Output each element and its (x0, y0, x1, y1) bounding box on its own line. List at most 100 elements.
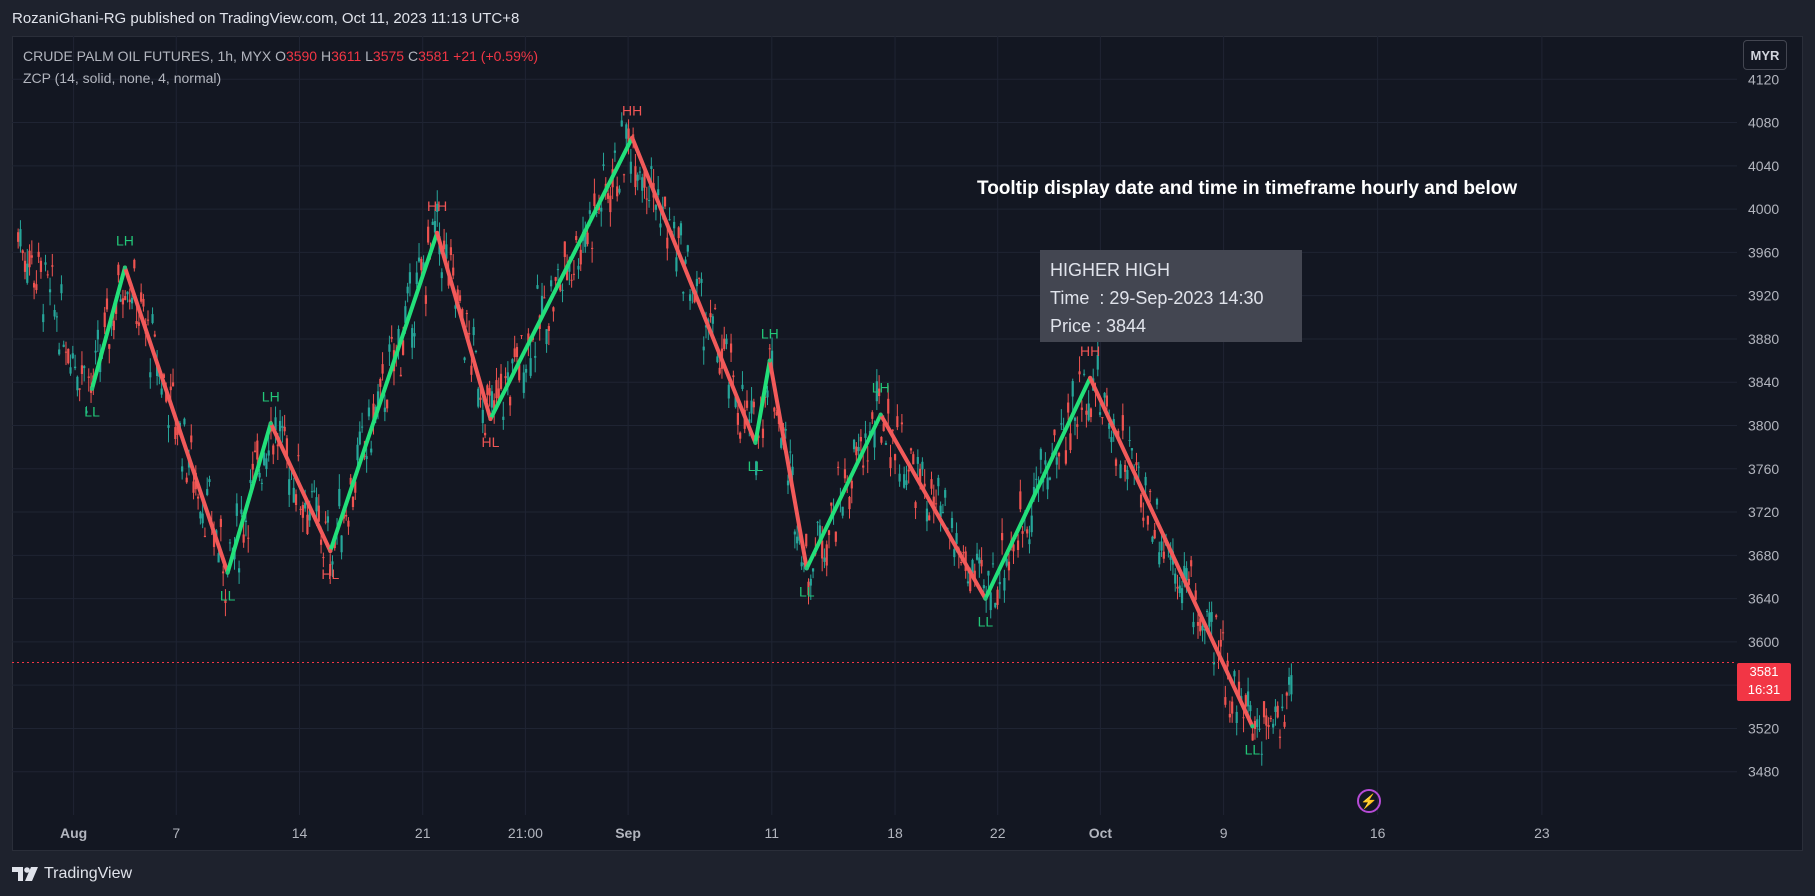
zigzag-segment (488, 135, 635, 422)
legend-indicator[interactable]: ZCP (14, solid, none, 4, normal) (23, 70, 222, 86)
candle-body (1269, 718, 1272, 720)
candle-body (1121, 415, 1124, 431)
price-axis[interactable]: 3480 3520 3600 3640 3680 3720 3760 3800 3840 3880… (1748, 71, 1779, 779)
candle-body (324, 521, 327, 523)
swing-point (804, 566, 809, 571)
candle-body (427, 226, 430, 243)
zigzag-segment (767, 358, 809, 571)
candle-body (1076, 424, 1079, 427)
candle-body (424, 295, 427, 304)
candle-body (1119, 464, 1122, 479)
candle-body (1253, 720, 1257, 730)
candle-body (192, 481, 195, 493)
candle-body (458, 295, 462, 301)
candle-body (1137, 466, 1140, 468)
candle-body (506, 372, 509, 381)
zigzag-segment (225, 421, 273, 575)
candle-body (841, 506, 844, 516)
price-tick-label: 3960 (1748, 244, 1779, 260)
candle-body (745, 400, 749, 408)
candle-body (969, 574, 972, 592)
candle-body (358, 431, 361, 445)
candle-body (1283, 721, 1286, 727)
currency-button[interactable]: MYR (1743, 40, 1787, 70)
candle-body (1083, 373, 1086, 375)
candle-body (887, 398, 890, 414)
candle-body (905, 480, 908, 485)
time-tick-label: 7 (172, 825, 180, 841)
candle-body (288, 479, 291, 495)
candle-body (1153, 529, 1156, 539)
candle-body (907, 469, 910, 472)
candle-body (1235, 711, 1238, 724)
candle-body (64, 351, 68, 353)
zigzag-segment (1088, 375, 1255, 729)
candle-body (1219, 639, 1222, 647)
swing-point (435, 230, 440, 235)
candle-body (338, 488, 341, 507)
candle-body (850, 480, 853, 489)
candle-body (559, 284, 562, 291)
candle-body (149, 372, 152, 378)
candle-body (752, 401, 755, 408)
candle-body (1221, 632, 1225, 634)
candle-body (1160, 541, 1163, 551)
candle-body (183, 418, 186, 425)
last-price-value: 3581 (1749, 664, 1779, 679)
time-axis[interactable]: Aug 7 14 21 21:00 Sep 11 18 22 Oct 9 16 23 (60, 825, 1550, 841)
candle-body (641, 177, 644, 191)
candle-body (843, 469, 847, 479)
candle-body (821, 540, 824, 559)
price-tick-label: 3600 (1748, 634, 1779, 650)
zigzag-series (90, 135, 1255, 729)
candle-body (48, 289, 52, 293)
candle-body (80, 365, 84, 374)
candle-body (629, 161, 632, 174)
footer: TradingView (0, 851, 1815, 896)
zigzag-segment (878, 412, 988, 601)
candle-body (682, 291, 685, 294)
candle-body (365, 456, 368, 460)
candle-body (1199, 618, 1202, 632)
chart-panel[interactable] (12, 36, 1803, 851)
swing-label: LL (84, 404, 100, 420)
candle-body (1064, 450, 1067, 464)
candle-body (572, 273, 576, 275)
candle-body (953, 549, 956, 558)
candle-body (556, 269, 560, 271)
zigzag-segment (804, 412, 883, 571)
candle-body (1278, 736, 1282, 738)
candle-body (260, 482, 263, 484)
candle-body (162, 374, 166, 378)
tooltip-time: Time : 29-Sep-2023 14:30 (1050, 288, 1264, 308)
swing-point (1250, 724, 1255, 729)
swing-label: LL (799, 583, 815, 599)
candle-body (1169, 554, 1172, 560)
candle-body (171, 382, 175, 387)
candle-body (331, 561, 334, 565)
candle-body (433, 221, 437, 233)
tradingview-logo[interactable]: TradingView (12, 865, 132, 883)
time-tick-label: 21:00 (508, 825, 543, 841)
candle-body (600, 207, 603, 212)
candle-body (1030, 515, 1033, 533)
time-tick-label: 21 (415, 825, 431, 841)
bar-countdown: 16:31 (1747, 682, 1781, 697)
candle-body (71, 353, 74, 359)
candle-body (668, 219, 671, 221)
candle-body (121, 298, 125, 305)
candle-body (1158, 552, 1161, 565)
candle-body (750, 400, 753, 414)
candle-body (909, 448, 913, 451)
lightning-icon[interactable]: ⚡ (1357, 789, 1381, 813)
candle-body (376, 391, 380, 405)
candle-body (267, 450, 270, 456)
candle-body (292, 487, 295, 503)
candle-body (875, 381, 878, 402)
candle-body (739, 432, 742, 439)
price-tick-label: 4000 (1748, 201, 1779, 217)
candle-body (971, 559, 974, 574)
candle-body (44, 262, 47, 265)
candle-body (281, 425, 284, 428)
